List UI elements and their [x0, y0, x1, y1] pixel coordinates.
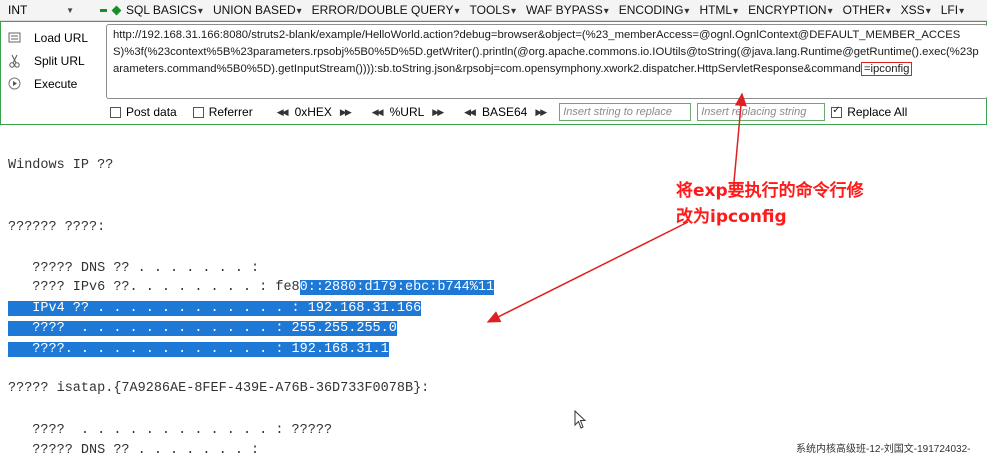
arrow-to-command	[733, 92, 747, 183]
chevron-down-icon: ▼	[66, 5, 74, 15]
options-row: Post data Referrer ◀◀ 0xHEX ▶▶ ◀◀ %URL ▶…	[110, 102, 923, 122]
play-icon	[7, 77, 21, 91]
top-menu-bar: INT ▼ SQL BASICS▾ UNION BASED▾ ERROR/DOU…	[0, 0, 987, 21]
insert-string-input[interactable]: Insert string to replace	[559, 103, 692, 121]
arrow-left-icon[interactable]: ◀◀	[371, 106, 384, 117]
execute-button[interactable]: Execute	[7, 72, 103, 95]
output-line: ?????? ????:	[8, 220, 106, 235]
arrow-right-icon[interactable]: ▶▶	[339, 106, 352, 117]
output-line: ????? DNS ?? . . . . . . . :	[8, 261, 260, 276]
hex-encoder: ◀◀ 0xHEX ▶▶	[276, 105, 352, 119]
url-encoder: ◀◀ %URL ▶▶	[371, 105, 444, 119]
menu-other[interactable]: OTHER▾	[842, 3, 891, 17]
scissors-icon	[7, 54, 21, 68]
arrow-left-icon[interactable]: ◀◀	[464, 106, 476, 117]
arrow-right-icon[interactable]: ▶▶	[432, 106, 444, 117]
split-url-button[interactable]: Split URL	[7, 49, 103, 72]
output-line: ????? DNS ?? . . . . . . . :	[8, 443, 260, 458]
insert-replacing-input[interactable]: Insert replacing string	[697, 103, 826, 121]
referrer-check-box[interactable]	[192, 106, 204, 118]
arrow-right-icon[interactable]: ▶▶	[535, 106, 547, 117]
replace-all-check-box[interactable]	[831, 105, 843, 118]
minus-icon[interactable]	[100, 8, 107, 12]
int-type-select[interactable]: INT ▼	[2, 2, 80, 18]
command-highlight: =ipconfig	[860, 62, 913, 76]
arrow-to-output	[486, 221, 689, 323]
replace-all-checkbox[interactable]: Replace All	[831, 105, 907, 119]
menu-lfi[interactable]: LFI▾	[940, 3, 965, 17]
menu-encryption[interactable]: ENCRYPTION▾	[748, 3, 833, 17]
menu-union-based[interactable]: UNION BASED▾	[212, 3, 302, 17]
menu-tools[interactable]: TOOLS▾	[469, 3, 517, 17]
menu-error-double-query[interactable]: ERROR/DOUBLE QUERY▾	[311, 3, 460, 17]
int-select-value: INT	[8, 3, 28, 17]
load-url-icon	[7, 31, 21, 45]
menu-xss[interactable]: XSS▾	[900, 3, 931, 17]
load-url-button[interactable]: Load URL	[7, 26, 103, 49]
command-output: Windows IP ?? ?????? ????: ????? DNS ?? …	[0, 126, 987, 468]
base64-encoder: ◀◀ BASE64 ▶▶	[464, 105, 547, 119]
post-data-check-box[interactable]	[110, 106, 121, 118]
ipv6-prefix: ???? IPv6 ??. . . . . . . . : fe8	[8, 280, 300, 295]
url-textarea[interactable]: http://192.168.31.166:8080/struts2-blank…	[106, 24, 987, 99]
selected-line: ???? . . . . . . . . . . . . : 255.255.2…	[8, 321, 397, 336]
menu-html[interactable]: HTML▾	[699, 3, 739, 17]
arrow-left-icon[interactable]: ◀◀	[276, 106, 289, 117]
post-data-checkbox[interactable]: Post data	[110, 105, 177, 119]
menu-waf-bypass[interactable]: WAF BYPASS▾	[526, 3, 609, 17]
mouse-cursor-icon	[574, 410, 587, 429]
menu-sql-basics[interactable]: SQL BASICS▾	[126, 3, 203, 17]
output-line: ???? IPv6 ??. . . . . . . . : fe80::2880…	[8, 280, 495, 295]
selected-line: ????. . . . . . . . . . . . . : 192.168.…	[8, 342, 389, 357]
annotation-text: 将exp要执行的命令行修 改为ipconfig	[676, 181, 864, 227]
watermark-footer: 系统内核高级班-12-刘国文-191724032-	[796, 444, 971, 455]
output-line: ????? isatap.{7A9286AE-8FEF-439E-A76B-36…	[8, 381, 430, 396]
selected-text: 0::2880:d179:ebc:b744%11	[299, 280, 495, 295]
output-line: Windows IP ??	[8, 158, 114, 173]
menu-encoding[interactable]: ENCODING▾	[618, 3, 690, 17]
selected-line: IPv4 ?? . . . . . . . . . . . . : 192.16…	[8, 301, 422, 316]
url-text: http://192.168.31.166:8080/struts2-blank…	[113, 29, 979, 75]
referrer-checkbox[interactable]: Referrer	[192, 105, 253, 119]
hackbar-panel: Load URL Split URL Execute http://192.16…	[0, 21, 987, 125]
action-sidebar: Load URL Split URL Execute	[7, 26, 103, 95]
output-line: ???? . . . . . . . . . . . . : ?????	[8, 423, 333, 438]
